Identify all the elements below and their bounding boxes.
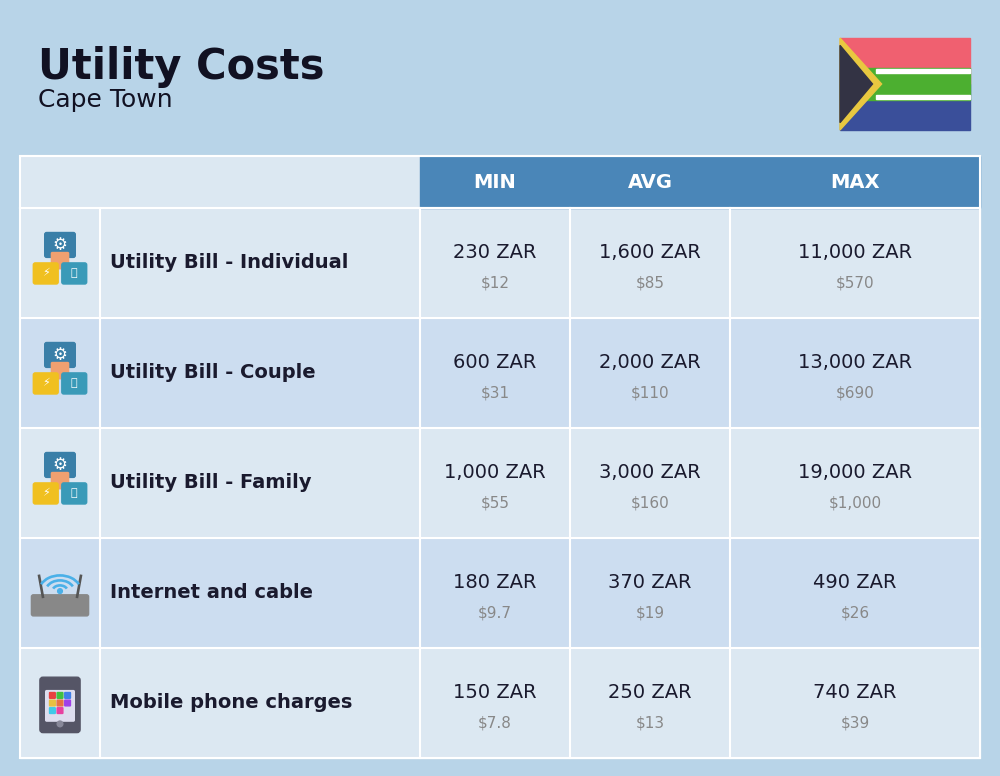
Text: 11,000 ZAR: 11,000 ZAR [798,242,912,262]
Text: Utility Bill - Individual: Utility Bill - Individual [110,254,348,272]
FancyBboxPatch shape [45,342,75,367]
Text: $39: $39 [840,715,870,730]
FancyBboxPatch shape [45,233,75,258]
Text: ⚙: ⚙ [53,456,67,474]
Text: $9.7: $9.7 [478,605,512,620]
FancyBboxPatch shape [31,594,89,616]
Text: 250 ZAR: 250 ZAR [608,683,692,702]
Bar [840,38,970,84]
FancyBboxPatch shape [50,708,55,713]
Bar [20,648,980,758]
Text: $690: $690 [836,386,874,400]
Text: $7.8: $7.8 [478,715,512,730]
FancyBboxPatch shape [65,700,70,706]
FancyBboxPatch shape [51,362,69,379]
Text: 3,000 ZAR: 3,000 ZAR [599,462,701,481]
Text: 💧: 💧 [71,488,78,498]
Text: 150 ZAR: 150 ZAR [453,683,537,702]
Text: 13,000 ZAR: 13,000 ZAR [798,352,912,372]
Bar [876,69,970,73]
FancyBboxPatch shape [57,708,63,713]
Text: 490 ZAR: 490 ZAR [813,573,897,591]
Text: ⚡: ⚡ [42,379,50,389]
Circle shape [58,589,62,594]
Text: 💧: 💧 [71,268,78,279]
Text: $160: $160 [631,495,669,511]
Text: AVG: AVG [628,172,672,192]
Text: Utility Bill - Couple: Utility Bill - Couple [110,363,316,383]
FancyBboxPatch shape [62,373,87,394]
Text: $31: $31 [480,386,510,400]
Text: $55: $55 [480,495,510,511]
Text: 2,000 ZAR: 2,000 ZAR [599,352,701,372]
Bar [20,156,980,758]
Polygon shape [840,45,872,123]
FancyBboxPatch shape [33,483,58,504]
Bar [20,538,980,648]
Text: 230 ZAR: 230 ZAR [453,242,537,262]
Bar [420,156,570,208]
FancyBboxPatch shape [57,692,63,698]
Text: Cape Town: Cape Town [38,88,173,112]
FancyBboxPatch shape [40,677,80,733]
Polygon shape [840,38,882,130]
FancyBboxPatch shape [62,483,87,504]
Text: $13: $13 [635,715,665,730]
Bar [840,68,970,99]
Bar [20,208,980,318]
FancyBboxPatch shape [65,692,70,698]
Text: MAX: MAX [830,172,880,192]
FancyBboxPatch shape [57,700,63,706]
Text: $12: $12 [480,275,510,290]
Text: $85: $85 [636,275,664,290]
FancyBboxPatch shape [51,473,69,489]
Text: Mobile phone charges: Mobile phone charges [110,694,352,712]
Text: Internet and cable: Internet and cable [110,584,313,602]
Text: MIN: MIN [474,172,516,192]
FancyBboxPatch shape [50,692,55,698]
Text: ⚡: ⚡ [42,488,50,498]
Text: $19: $19 [635,605,665,620]
Text: ⚙: ⚙ [53,346,67,364]
Bar [20,156,420,208]
Text: 💧: 💧 [71,379,78,389]
FancyBboxPatch shape [50,700,55,706]
Text: 740 ZAR: 740 ZAR [813,683,897,702]
FancyBboxPatch shape [62,263,87,284]
Text: Utility Bill - Family: Utility Bill - Family [110,473,312,493]
Circle shape [57,721,63,727]
Bar [876,95,970,99]
Text: 1,600 ZAR: 1,600 ZAR [599,242,701,262]
FancyBboxPatch shape [51,252,69,268]
Text: 180 ZAR: 180 ZAR [453,573,537,591]
Bar [20,428,980,538]
Text: 600 ZAR: 600 ZAR [453,352,537,372]
FancyBboxPatch shape [33,373,58,394]
FancyBboxPatch shape [46,691,74,721]
Text: $1,000: $1,000 [828,495,882,511]
Text: $110: $110 [631,386,669,400]
Text: Utility Costs: Utility Costs [38,46,324,88]
Text: $26: $26 [840,605,870,620]
Text: ⚙: ⚙ [53,236,67,254]
Text: $570: $570 [836,275,874,290]
FancyBboxPatch shape [45,452,75,477]
Bar [570,156,730,208]
Text: 1,000 ZAR: 1,000 ZAR [444,462,546,481]
Text: ⚡: ⚡ [42,268,50,279]
Bar [20,318,980,428]
Bar [840,84,970,130]
Text: 19,000 ZAR: 19,000 ZAR [798,462,912,481]
FancyBboxPatch shape [33,263,58,284]
Text: 370 ZAR: 370 ZAR [608,573,692,591]
Bar [730,156,980,208]
